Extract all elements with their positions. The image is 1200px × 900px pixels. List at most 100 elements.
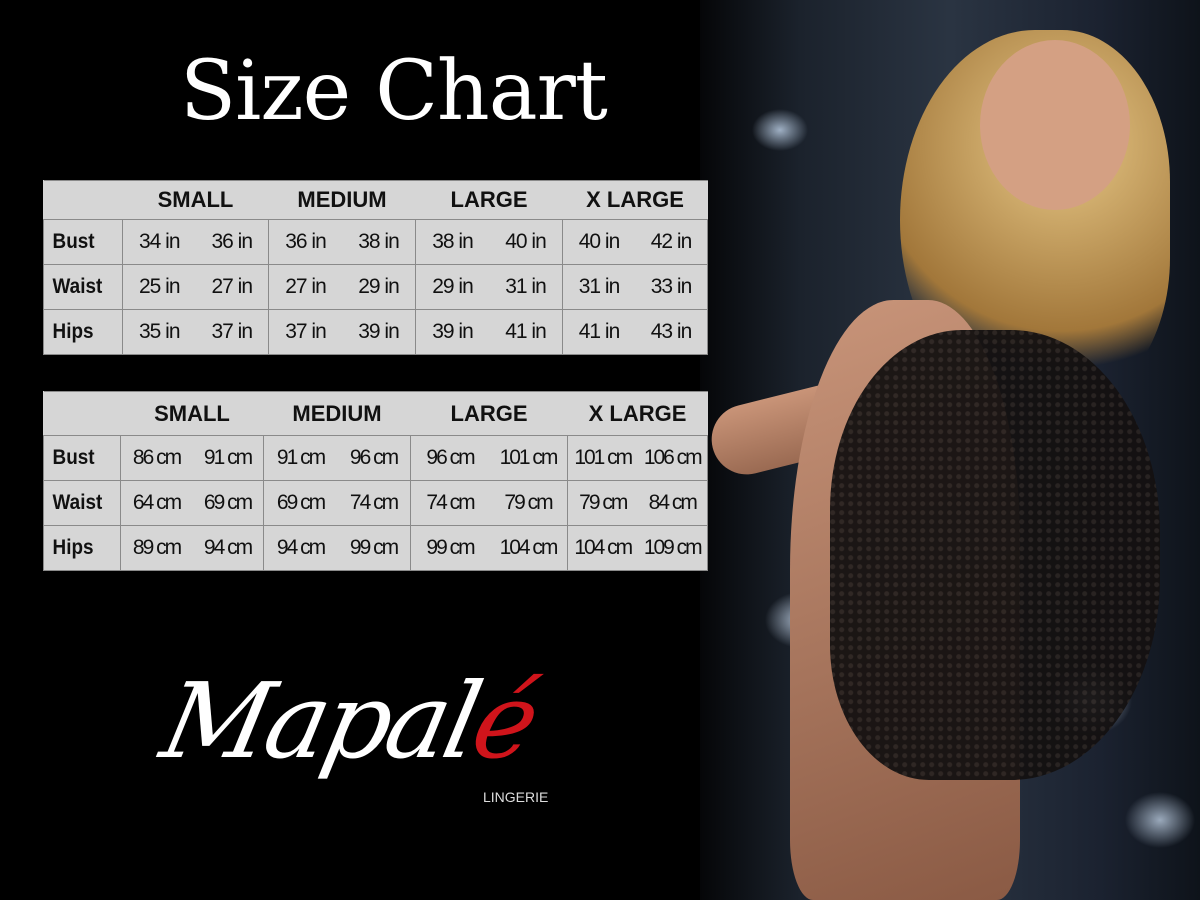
min-value: 89 cm bbox=[132, 536, 182, 559]
min-value: 29 in bbox=[432, 275, 474, 298]
size-range-cell: 91 cm 96 cm bbox=[263, 435, 411, 481]
max-value: 31 in bbox=[505, 275, 547, 298]
max-value: 91 cm bbox=[203, 446, 253, 469]
model-head bbox=[980, 40, 1130, 210]
max-value: 39 in bbox=[358, 320, 400, 343]
row-label: Hips bbox=[43, 309, 116, 355]
table-row: Waist 25 in 27 in 27 in 29 in 29 in 31 in 31 in… bbox=[43, 264, 708, 310]
min-value: 79 cm bbox=[579, 491, 628, 514]
min-value: 69 cm bbox=[276, 491, 326, 514]
max-value: 38 in bbox=[358, 230, 400, 253]
min-value: 27 in bbox=[285, 275, 327, 298]
header-row: SMALL MEDIUM LARGE X LARGE bbox=[43, 180, 708, 220]
max-value: 99 cm bbox=[349, 536, 399, 559]
size-range-cell: 40 in 42 in bbox=[562, 219, 708, 265]
min-value: 74 cm bbox=[426, 491, 475, 514]
size-range-cell: 86 cm 91 cm bbox=[120, 435, 264, 481]
size-range-cell: 94 cm 99 cm bbox=[263, 525, 411, 571]
max-value: 33 in bbox=[650, 275, 693, 298]
size-header: X LARGE bbox=[562, 180, 708, 220]
min-value: 91 cm bbox=[276, 446, 326, 469]
min-value: 41 in bbox=[578, 320, 621, 343]
max-value: 94 cm bbox=[203, 536, 253, 559]
table-row: Waist 64 cm 69 cm 69 cm 74 cm 74 cm 79 cm 79 cm… bbox=[43, 480, 708, 526]
max-value: 27 in bbox=[211, 275, 253, 298]
max-value: 74 cm bbox=[349, 491, 399, 514]
size-range-cell: 74 cm 79 cm bbox=[410, 480, 568, 526]
logo-wordmark: Mapalé bbox=[152, 660, 546, 782]
corner-cell bbox=[43, 391, 121, 436]
cm-size-table: SMALL MEDIUM LARGE X LARGE Bust 86 cm 91 c… bbox=[43, 391, 708, 571]
max-value: 43 in bbox=[650, 320, 693, 343]
max-value: 96 cm bbox=[349, 446, 399, 469]
min-value: 31 in bbox=[578, 275, 621, 298]
min-value: 34 in bbox=[138, 230, 181, 253]
max-value: 37 in bbox=[211, 320, 253, 343]
size-range-cell: 29 in 31 in bbox=[415, 264, 563, 310]
min-value: 39 in bbox=[432, 320, 474, 343]
max-value: 104 cm bbox=[499, 536, 559, 559]
row-label: Bust bbox=[43, 435, 114, 481]
min-value: 104 cm bbox=[574, 536, 633, 559]
size-range-cell: 89 cm 94 cm bbox=[120, 525, 264, 571]
min-value: 40 in bbox=[578, 230, 621, 253]
row-label: Bust bbox=[43, 219, 116, 265]
min-value: 101 cm bbox=[574, 446, 633, 469]
size-header: MEDIUM bbox=[263, 391, 411, 436]
max-value: 29 in bbox=[358, 275, 400, 298]
logo-subtitle: LINGERIE bbox=[483, 789, 549, 805]
max-value: 109 cm bbox=[643, 536, 703, 559]
size-range-cell: 38 in 40 in bbox=[415, 219, 563, 265]
max-value: 106 cm bbox=[643, 446, 703, 469]
logo-word: Mapal bbox=[152, 660, 489, 782]
max-value: 84 cm bbox=[648, 491, 698, 514]
min-value: 38 in bbox=[432, 230, 474, 253]
brand-logo: Mapalé LINGERIE bbox=[152, 660, 580, 810]
min-value: 37 in bbox=[285, 320, 327, 343]
table-row: Bust 86 cm 91 cm 91 cm 96 cm 96 cm 101 cm 101 c… bbox=[43, 435, 708, 481]
row-label: Waist bbox=[43, 480, 114, 526]
size-range-cell: 69 cm 74 cm bbox=[263, 480, 411, 526]
corner-cell bbox=[43, 180, 123, 220]
max-value: 69 cm bbox=[203, 491, 253, 514]
max-value: 36 in bbox=[211, 230, 253, 253]
size-range-cell: 104 cm 109 cm bbox=[567, 525, 708, 571]
min-value: 96 cm bbox=[426, 446, 475, 469]
size-range-cell: 34 in 36 in bbox=[122, 219, 269, 265]
header-row: SMALL MEDIUM LARGE X LARGE bbox=[43, 391, 708, 436]
max-value: 101 cm bbox=[499, 446, 559, 469]
size-range-cell: 35 in 37 in bbox=[122, 309, 269, 355]
size-header: LARGE bbox=[415, 180, 563, 220]
row-label: Hips bbox=[43, 525, 114, 571]
size-header: X LARGE bbox=[567, 391, 708, 436]
table-row: Hips 35 in 37 in 37 in 39 in 39 in 41 in 41 in 4… bbox=[43, 309, 708, 355]
max-value: 41 in bbox=[505, 320, 547, 343]
min-value: 99 cm bbox=[426, 536, 475, 559]
min-value: 36 in bbox=[285, 230, 327, 253]
size-range-cell: 96 cm 101 cm bbox=[410, 435, 568, 481]
max-value: 79 cm bbox=[504, 491, 553, 514]
inches-size-table: SMALL MEDIUM LARGE X LARGE Bust 34 in 36 i… bbox=[43, 180, 708, 355]
size-header: SMALL bbox=[120, 391, 264, 436]
min-value: 64 cm bbox=[132, 491, 182, 514]
size-range-cell: 79 cm 84 cm bbox=[567, 480, 708, 526]
size-range-cell: 39 in 41 in bbox=[415, 309, 563, 355]
size-range-cell: 41 in 43 in bbox=[562, 309, 708, 355]
table-row: Bust 34 in 36 in 36 in 38 in 38 in 40 in 40 in 4… bbox=[43, 219, 708, 265]
size-range-cell: 64 cm 69 cm bbox=[120, 480, 264, 526]
page-title: Size Chart bbox=[180, 44, 608, 139]
max-value: 40 in bbox=[505, 230, 547, 253]
size-range-cell: 36 in 38 in bbox=[268, 219, 416, 265]
lace-bodysuit bbox=[830, 330, 1160, 780]
size-range-cell: 101 cm 106 cm bbox=[567, 435, 708, 481]
min-value: 94 cm bbox=[276, 536, 326, 559]
size-range-cell: 37 in 39 in bbox=[268, 309, 416, 355]
max-value: 42 in bbox=[650, 230, 693, 253]
table-row: Hips 89 cm 94 cm 94 cm 99 cm 99 cm 104 cm 104 c… bbox=[43, 525, 708, 571]
size-range-cell: 25 in 27 in bbox=[122, 264, 269, 310]
min-value: 35 in bbox=[138, 320, 181, 343]
size-range-cell: 31 in 33 in bbox=[562, 264, 708, 310]
size-header: MEDIUM bbox=[268, 180, 416, 220]
min-value: 86 cm bbox=[132, 446, 182, 469]
size-range-cell: 27 in 29 in bbox=[268, 264, 416, 310]
